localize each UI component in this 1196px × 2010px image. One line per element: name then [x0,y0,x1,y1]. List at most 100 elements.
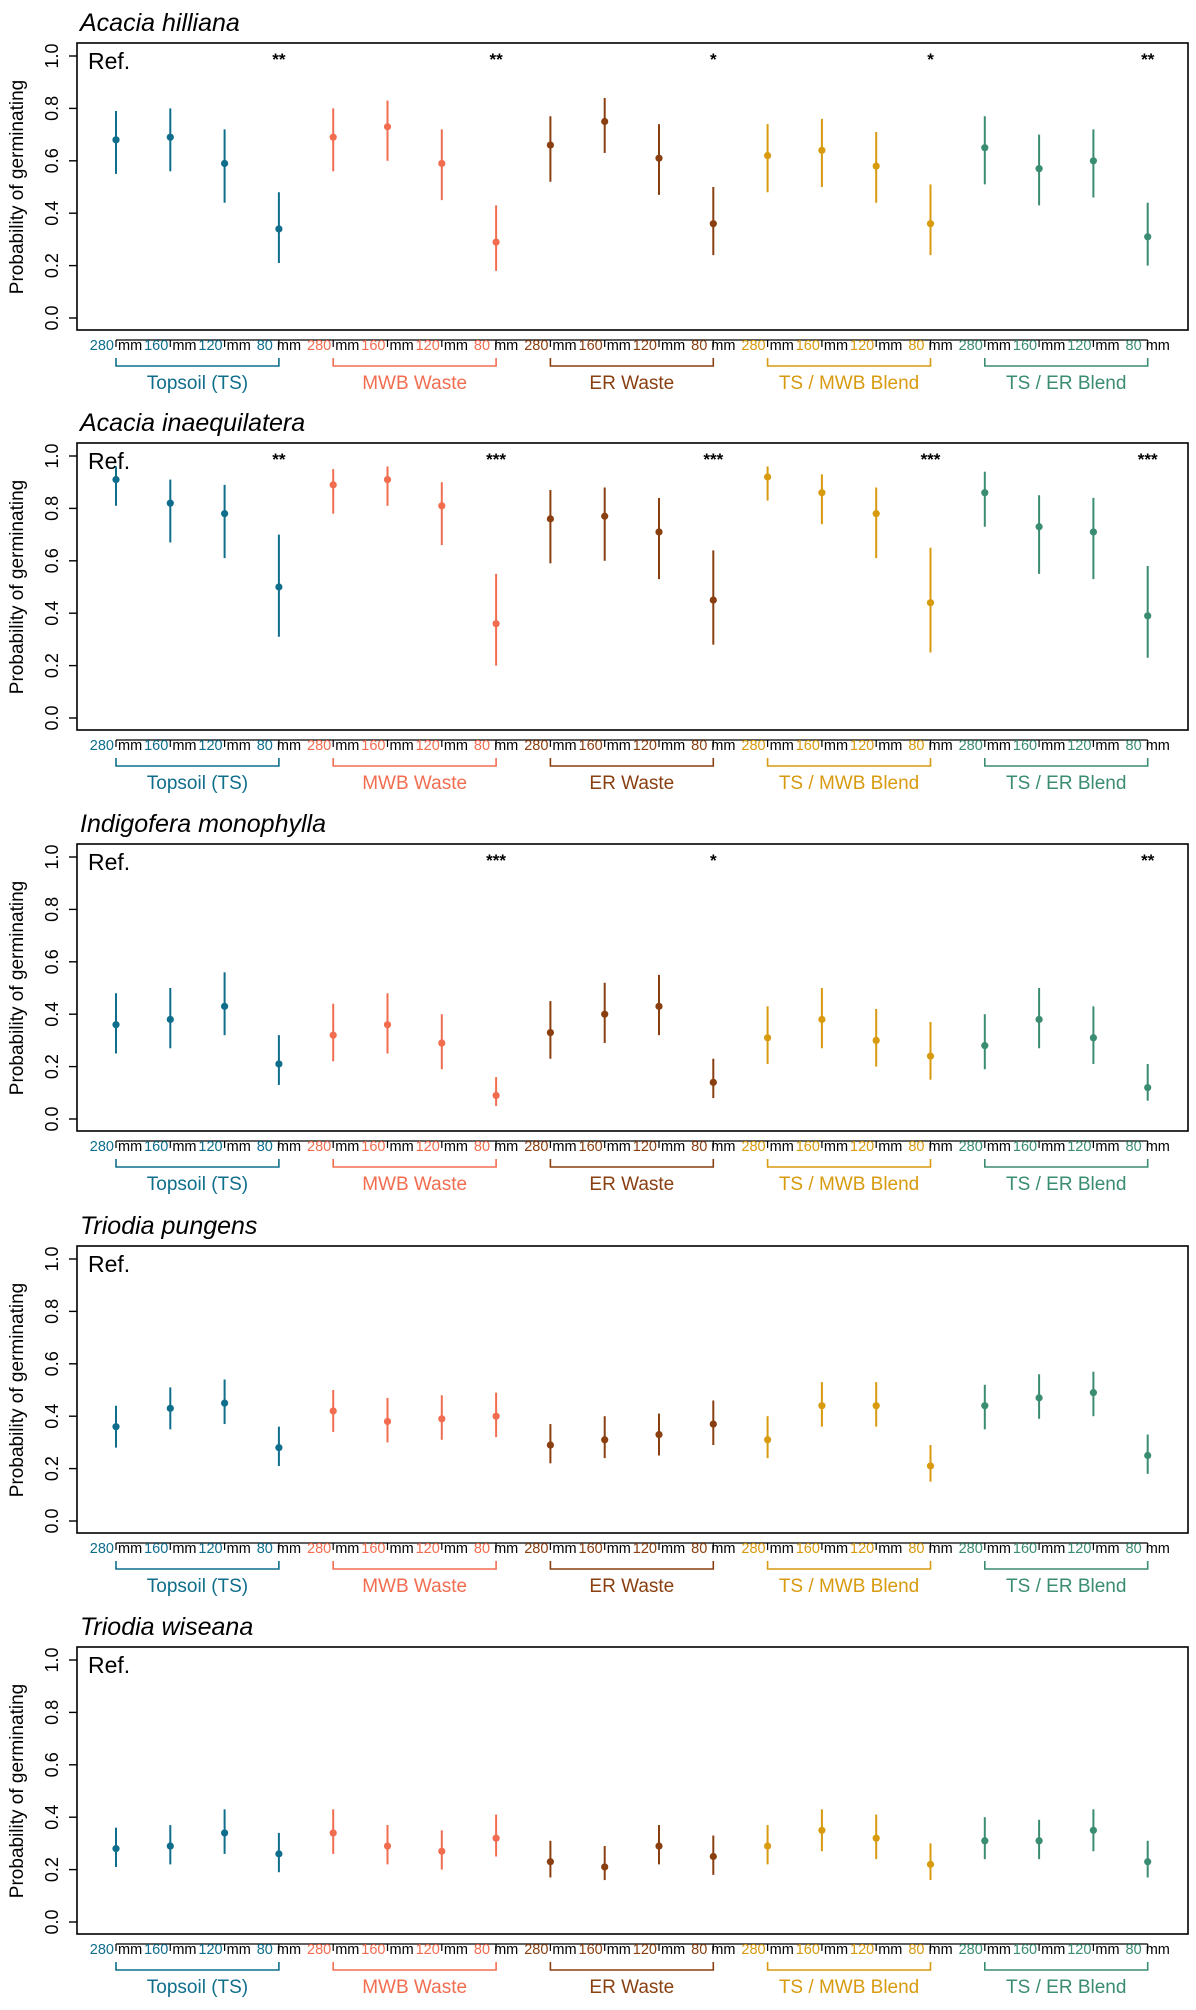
x-tick-unit: mm [548,1139,576,1155]
x-tick-unit: mm [273,738,301,754]
x-tick-unit: mm [168,1139,196,1155]
y-axis-label: Probability of germinating [7,1283,28,1497]
y-tick-label: 0.4 [42,1404,62,1429]
x-tick-unit: mm [657,338,685,354]
x-tick-unit: mm [1091,1541,1119,1557]
x-tick-number: 120 [850,1942,874,1958]
data-point [1035,1394,1043,1402]
group-label: TS / ER Blend [1006,773,1126,794]
data-point [275,583,283,591]
y-tick-label: 0.6 [42,1351,62,1376]
x-tick-label: 160 mm [1013,1541,1065,1557]
data-point [112,136,120,144]
data-point [166,1404,174,1412]
group-bracket [549,1962,715,1971]
x-tick-number: 160 [361,1942,385,1958]
data-point [492,620,500,628]
x-tick-unit: mm [924,1541,952,1557]
x-tick-unit: mm [168,1541,196,1557]
x-tick-label: 120 mm [1067,1541,1119,1557]
x-tick-label: 160 mm [144,738,196,754]
group-label: TS / ER Blend [1006,1977,1126,1998]
x-tick-number: 160 [144,338,168,354]
x-tick-number: 80 [908,1541,924,1557]
x-tick-unit: mm [707,1942,735,1958]
y-tick-label: 0.6 [42,949,62,974]
significance-marker: ** [1141,50,1155,69]
x-tick-unit: mm [1091,338,1119,354]
x-tick-number: 280 [90,1942,114,1958]
x-tick-number: 120 [1067,738,1091,754]
data-point [926,1052,935,1060]
data-point [275,1444,283,1452]
x-tick-unit: mm [874,1541,902,1557]
x-tick-number: 80 [691,1942,707,1958]
significance-marker: * [927,50,934,69]
ref-label: Ref. [88,448,130,474]
x-tick-label: 280 mm [524,1541,576,1557]
x-tick-number: 160 [579,738,603,754]
group-bracket [766,1159,932,1168]
x-tick-number: 280 [307,738,331,754]
y-tick-label: 1.0 [42,844,62,869]
x-tick-number: 280 [307,1541,331,1557]
x-tick-number: 120 [416,338,440,354]
group-label: TS / MWB Blend [779,1576,919,1597]
x-tick-label: 280 mm [524,738,576,754]
y-tick-label: 0.6 [42,548,62,573]
y-tick-label: 0.8 [42,96,62,121]
x-tick-unit: mm [1037,1139,1065,1155]
x-tick-unit: mm [490,1942,518,1958]
x-tick-label: 120 mm [850,738,902,754]
x-tick-number: 160 [796,1139,820,1155]
x-tick-number: 120 [1067,1942,1091,1958]
data-point [872,1402,880,1410]
x-tick-number: 120 [198,338,222,354]
x-tick-number: 280 [959,1139,983,1155]
significance-marker: * [710,50,717,69]
x-tick-label: 120 mm [198,1942,250,1958]
x-tick-unit: mm [874,1942,902,1958]
data-point [655,1430,663,1439]
x-tick-label: 120 mm [198,738,250,754]
x-tick-unit: mm [114,338,142,354]
group-label: MWB Waste [362,773,467,794]
x-tick-unit: mm [1091,1139,1119,1155]
x-tick-unit: mm [874,1139,902,1155]
x-tick-unit: mm [603,1942,631,1958]
x-tick-number: 280 [524,1139,548,1155]
panel-title: Indigofera monophylla [80,810,326,838]
data-point [981,1042,989,1050]
x-tick-number: 280 [959,338,983,354]
x-tick-unit: mm [1037,738,1065,754]
significance-marker: * [710,851,717,870]
ref-label: Ref. [88,1652,130,1678]
group-label: ER Waste [589,1174,674,1195]
group-label: MWB Waste [362,373,467,394]
x-tick-label: 160 mm [579,338,631,354]
x-tick-number: 280 [959,738,983,754]
x-tick-label: 80 mm [908,338,952,354]
x-tick-number: 80 [474,1541,490,1557]
group-bracket [332,358,497,367]
data-point [112,475,120,484]
data-point [383,123,392,131]
data-point [112,1845,120,1853]
group-bracket [984,1561,1149,1570]
data-point [655,154,663,162]
data-point [112,1021,120,1029]
panel-title: Acacia hilliana [78,9,240,37]
x-tick-label: 120 mm [1067,1139,1119,1155]
x-tick-label: 280 mm [524,1139,576,1155]
x-tick-unit: mm [548,338,576,354]
x-tick-number: 120 [198,1942,222,1958]
data-point [546,1028,555,1037]
y-tick-label: 0.4 [42,201,62,226]
y-tick-label: 0.0 [42,1508,62,1533]
x-tick-unit: mm [386,738,414,754]
y-tick-label: 1.0 [42,43,62,68]
x-tick-number: 80 [474,1139,490,1155]
x-tick-number: 80 [474,338,490,354]
x-tick-number: 280 [524,1942,548,1958]
data-point [1144,233,1152,241]
